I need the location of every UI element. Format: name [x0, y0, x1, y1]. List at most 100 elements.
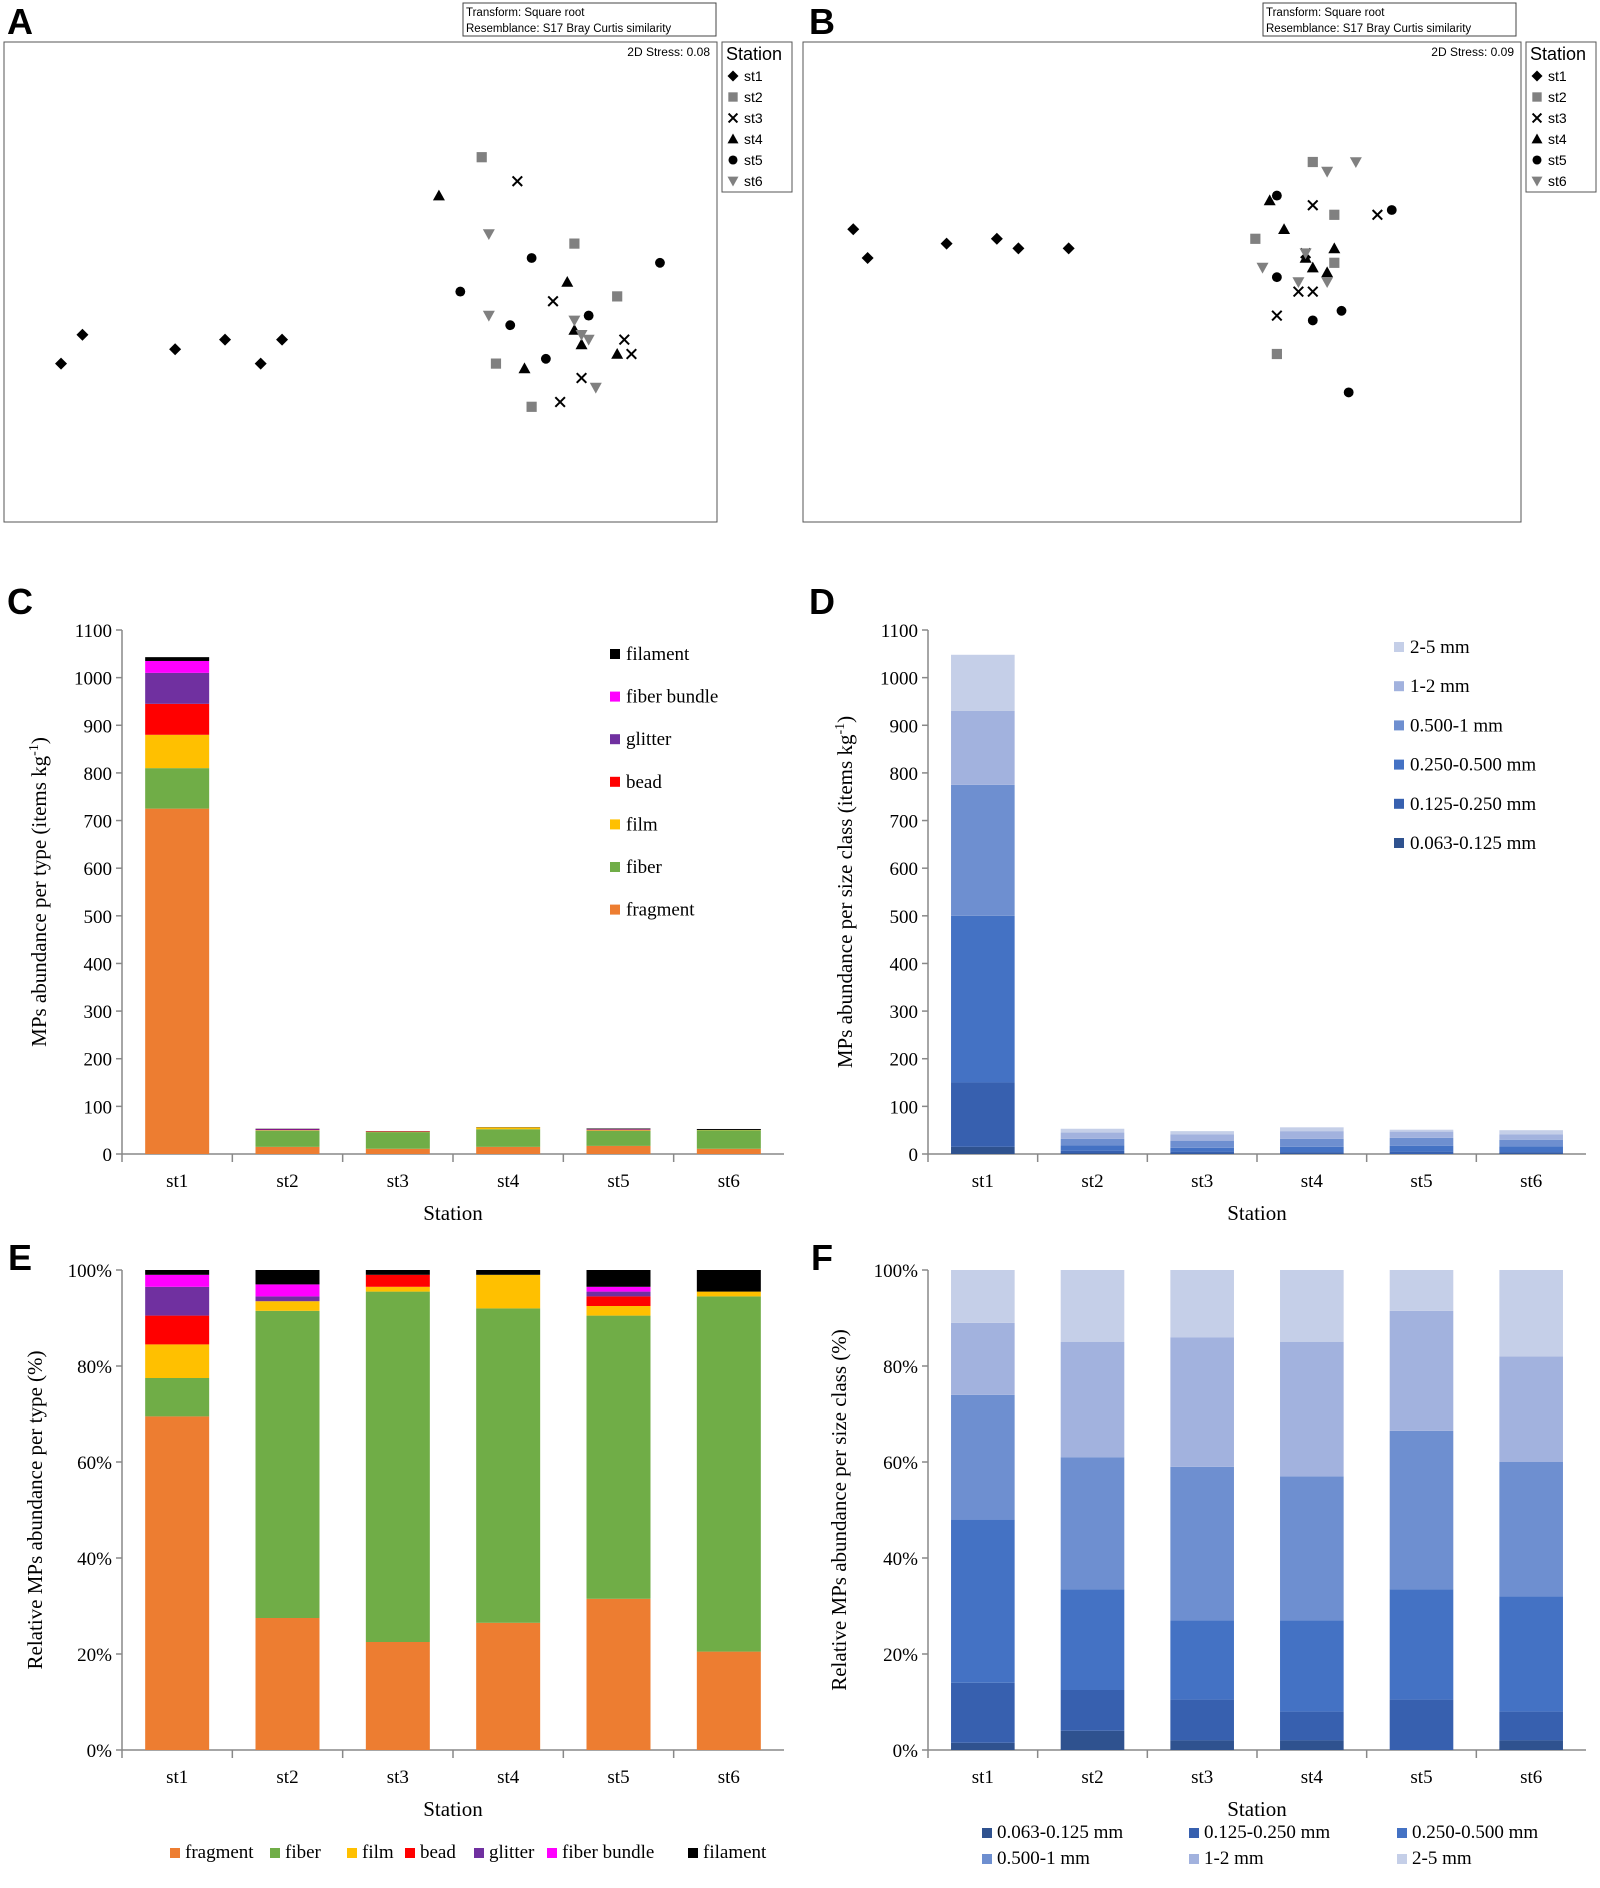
x-tick-label-st2: st2 [1081, 1171, 1103, 1192]
legend-label-fiber: fiber [285, 1842, 322, 1863]
y-tick-label: 0 [909, 1145, 919, 1166]
legend-swatch [610, 649, 620, 659]
point-st5-6 [655, 258, 665, 268]
nmds-frame [4, 42, 717, 522]
y-axis-title-close: ) [27, 737, 51, 744]
legend-label-film: film [626, 814, 658, 835]
point-st2-5 [527, 402, 537, 412]
legend-label-st4: st4 [744, 131, 763, 147]
y-tick-label: 400 [890, 954, 919, 975]
bar-segment-st4-film [476, 1275, 540, 1309]
bar-segment-st6-film [697, 1292, 761, 1297]
x-tick-label-st4: st4 [1301, 1767, 1324, 1788]
bar-segment-st6-0-125-0-250-mm [1499, 1152, 1563, 1153]
nmds-resemblance-label: Resemblance: S17 Bray Curtis similarity [466, 23, 671, 35]
point-st2-3 [1250, 234, 1260, 244]
bar-segment-st4-0-125-0-250-mm [1280, 1152, 1344, 1153]
x-tick-label-st2: st2 [1081, 1767, 1103, 1788]
legend-label-filament: filament [703, 1842, 767, 1863]
legend-swatch [474, 1848, 484, 1858]
legend-label-fragment: fragment [185, 1842, 254, 1863]
bar-segment-st1-2-5-mm [951, 655, 1015, 711]
bar-segment-st2-0-250-0-500-mm [1061, 1589, 1125, 1690]
point-st5-2 [1387, 205, 1397, 215]
bar-segment-st5-2-5-mm [1390, 1130, 1454, 1132]
legend-label-st5: st5 [744, 152, 763, 168]
bar-segment-st1-bead [145, 1316, 209, 1345]
bar-segment-st2-0-063-0-125-mm [1061, 1731, 1125, 1750]
legend-swatch [1394, 720, 1404, 730]
bar-segment-st4-0-500-1-mm [1280, 1476, 1344, 1620]
bar-segment-st5-1-2-mm [1390, 1311, 1454, 1431]
legend-label-st3: st3 [1548, 110, 1567, 126]
x-tick-label-st1: st1 [166, 1767, 188, 1788]
legend-swatch [610, 777, 620, 787]
bar-segment-st3-0-500-1-mm [1170, 1141, 1234, 1148]
legend-swatch [610, 862, 620, 872]
x-tick-label-st6: st6 [1520, 1171, 1542, 1192]
y-tick-label: 100 [890, 1097, 919, 1118]
x-tick-label-st5: st5 [607, 1171, 629, 1192]
x-tick-label-st1: st1 [166, 1171, 188, 1192]
nmds-legend-title: Station [726, 44, 782, 64]
point-st5-5 [1337, 306, 1347, 316]
x-tick-label-st5: st5 [1410, 1171, 1432, 1192]
bar-segment-st4-filament [476, 1270, 540, 1275]
bar-segment-st1-1-2-mm [951, 1323, 1015, 1395]
y-tick-label: 300 [890, 1002, 919, 1023]
legend-swatch [610, 692, 620, 702]
y-tick-label: 900 [84, 716, 113, 737]
legend-label-st3: st3 [744, 110, 763, 126]
y-tick-label: 80% [883, 1357, 918, 1378]
legend-swatch [1397, 1854, 1407, 1864]
y-tick-label: 200 [890, 1050, 919, 1071]
bar-segment-st5-fragment [587, 1146, 651, 1154]
y-tick-label: 0% [87, 1741, 113, 1762]
y-axis-title-superscript: -1 [27, 744, 42, 756]
bar-segment-st1-filament [145, 657, 209, 661]
bar-segment-st3-0-125-0-250-mm [1170, 1700, 1234, 1741]
bar-segment-st3-0-500-1-mm [1170, 1467, 1234, 1621]
bar-segment-st3-fiber [366, 1292, 430, 1642]
panel-label-f: F [811, 1237, 833, 1278]
bar-segment-st6-fragment [697, 1149, 761, 1154]
legend-swatch [688, 1848, 698, 1858]
bar-segment-st6-2-5-mm [1499, 1270, 1563, 1356]
legend-label-st2: st2 [1548, 89, 1567, 105]
bar-segment-st2-fragment [256, 1147, 320, 1154]
y-axis-title-superscript: -1 [833, 723, 848, 735]
legend-label-0-125-0-250-mm: 0.125-0.250 mm [1204, 1822, 1330, 1843]
bar-segment-st1-0-063-0-125-mm [951, 1147, 1015, 1154]
x-tick-label-st6: st6 [1520, 1767, 1542, 1788]
y-tick-label: 1100 [75, 621, 112, 642]
bar-segment-st5-0-250-0-500-mm [1390, 1589, 1454, 1699]
bar-segment-st3-1-2-mm [1170, 1337, 1234, 1467]
bar-segment-st1-2-5-mm [951, 1270, 1015, 1323]
legend-symbol-st5 [728, 155, 737, 164]
legend-label-st6: st6 [1548, 173, 1567, 189]
legend-swatch [1189, 1854, 1199, 1864]
point-st5-1 [1272, 191, 1282, 201]
y-tick-label: 500 [84, 907, 113, 928]
bar-segment-st2-1-2-mm [1061, 1342, 1125, 1457]
y-tick-label: 900 [890, 716, 919, 737]
y-tick-label: 400 [84, 954, 113, 975]
y-axis-title: Relative MPs abundance per size class (%… [827, 1329, 851, 1691]
y-tick-label: 700 [890, 812, 919, 833]
y-tick-label: 800 [890, 764, 919, 785]
y-axis-title: Relative MPs abundance per type (%) [23, 1351, 47, 1670]
bar-segment-st3-2-5-mm [1170, 1131, 1234, 1134]
x-axis-title: Station [423, 1201, 483, 1225]
bar-segment-st6-fiber [697, 1130, 761, 1149]
y-tick-label: 20% [77, 1645, 112, 1666]
legend-label-1-2-mm: 1-2 mm [1204, 1848, 1264, 1869]
bar-segment-st4-1-2-mm [1280, 1342, 1344, 1476]
bar-segment-st5-fragment [587, 1599, 651, 1750]
point-st2-1 [1308, 157, 1318, 167]
y-tick-label: 700 [84, 812, 113, 833]
